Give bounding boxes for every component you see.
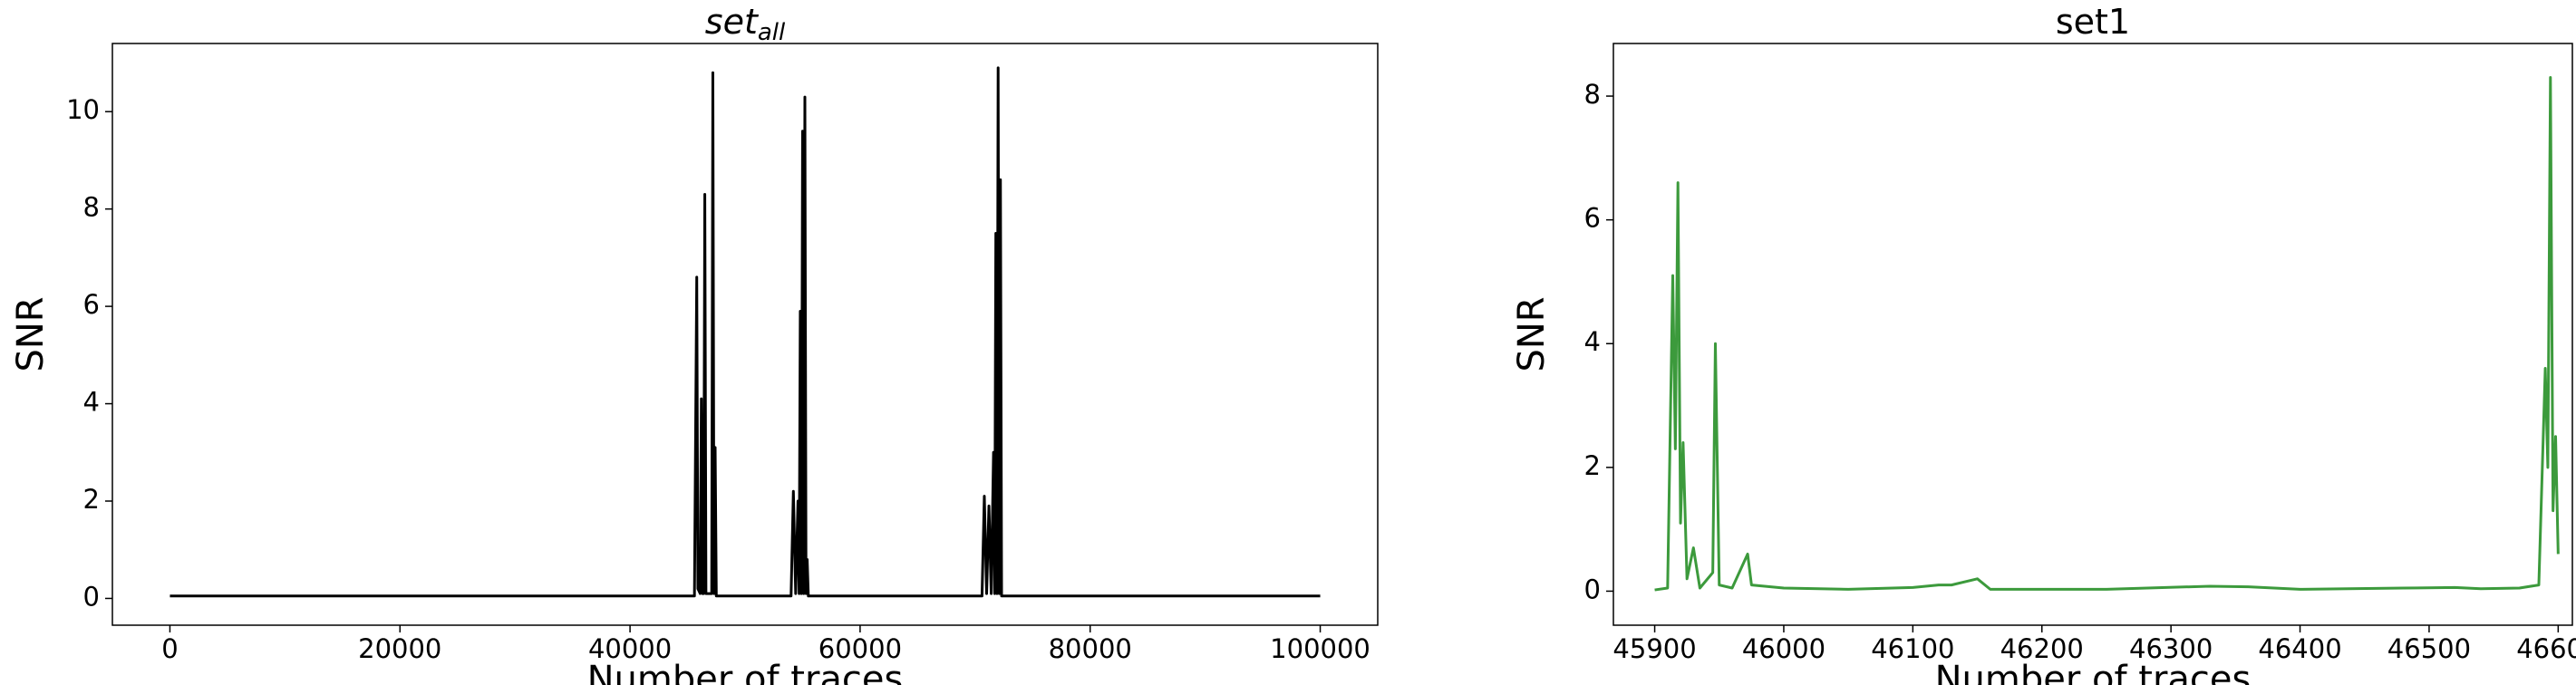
x-tick-label: 20000	[358, 633, 441, 664]
y-tick-label: 0	[1584, 574, 1601, 604]
y-tick-label: 2	[83, 484, 100, 515]
y-tick-label: 10	[66, 94, 100, 125]
data-line	[1654, 76, 2560, 592]
x-axis-label: Number of traces	[587, 659, 904, 685]
y-axis-label: SNR	[10, 296, 52, 371]
x-tick-label: 46000	[1742, 633, 1825, 664]
title-subscript: all	[758, 19, 786, 46]
x-tick-label: 80000	[1049, 633, 1132, 664]
y-tick-label: 6	[83, 289, 100, 320]
y-tick-label: 8	[83, 192, 100, 223]
y-tick-label: 0	[83, 581, 100, 612]
y-tick-label: 6	[1584, 203, 1601, 234]
y-tick-label: 4	[1584, 326, 1601, 357]
x-tick-label: 100000	[1270, 633, 1370, 664]
x-tick-label: 45900	[1612, 633, 1696, 664]
x-tick-label: 46500	[2387, 633, 2471, 664]
x-tick-label: 46400	[2258, 633, 2341, 664]
title-main: set	[705, 2, 760, 42]
x-axis-label: Number of traces	[1935, 659, 2252, 685]
data-line	[169, 66, 1321, 598]
plot-frame	[111, 43, 1379, 626]
plot-frame	[1612, 43, 2573, 626]
x-tick-label: 46300	[2129, 633, 2213, 664]
title-main: set1	[2056, 2, 2130, 42]
x-tick-label: 40000	[588, 633, 672, 664]
y-axis-label: SNR	[1511, 296, 1553, 371]
y-tick-label: 8	[1584, 79, 1601, 110]
x-tick-label: 60000	[818, 633, 902, 664]
x-tick-label: 0	[161, 633, 178, 664]
x-tick-label: 46200	[2000, 633, 2084, 664]
chart-title: setall	[705, 2, 786, 46]
x-tick-label: 46100	[1871, 633, 1954, 664]
y-tick-label: 4	[83, 387, 100, 418]
y-tick-label: 2	[1584, 450, 1601, 481]
chart-title: set1	[2056, 2, 2130, 42]
